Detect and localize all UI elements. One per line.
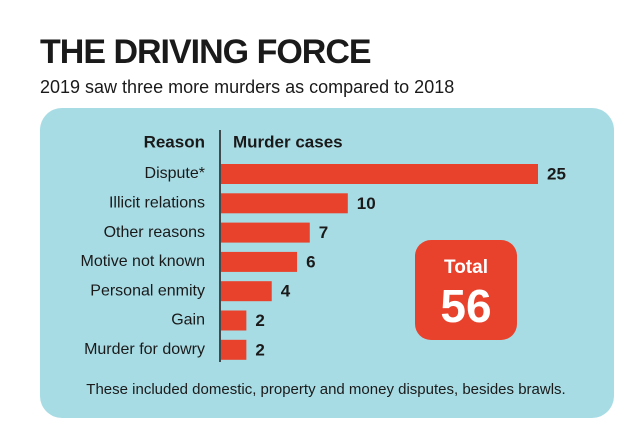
value-label: 25 <box>547 164 566 183</box>
bar <box>221 193 348 214</box>
value-label: 6 <box>306 252 315 271</box>
category-label: Dispute* <box>145 165 205 182</box>
category-label: Personal enmity <box>90 282 205 299</box>
bar <box>221 310 247 331</box>
category-label: Illicit relations <box>109 195 205 212</box>
value-label: 7 <box>319 223 328 242</box>
footnote: These included domestic, property and mo… <box>86 381 565 398</box>
total-box <box>415 240 517 340</box>
bar <box>221 222 310 243</box>
category-label: Gain <box>171 312 205 329</box>
total-label: Total <box>444 257 488 278</box>
value-label: 2 <box>255 311 264 330</box>
panel <box>40 108 614 418</box>
value-label: 4 <box>281 282 291 301</box>
bar <box>221 339 247 360</box>
value-header: Murder cases <box>233 132 343 151</box>
bar <box>221 251 298 272</box>
category-label: Other reasons <box>104 224 205 241</box>
category-label: Motive not known <box>80 253 205 270</box>
chart-title: THE DRIVING FORCE <box>40 33 371 71</box>
value-label: 2 <box>255 340 264 359</box>
bar <box>221 164 538 184</box>
bar <box>221 281 272 302</box>
category-header: Reason <box>144 132 205 151</box>
category-label: Murder for dowry <box>84 341 205 358</box>
total-value: 56 <box>440 280 491 332</box>
chart-subtitle: 2019 saw three more murders as compared … <box>40 77 454 97</box>
value-label: 10 <box>357 194 376 213</box>
